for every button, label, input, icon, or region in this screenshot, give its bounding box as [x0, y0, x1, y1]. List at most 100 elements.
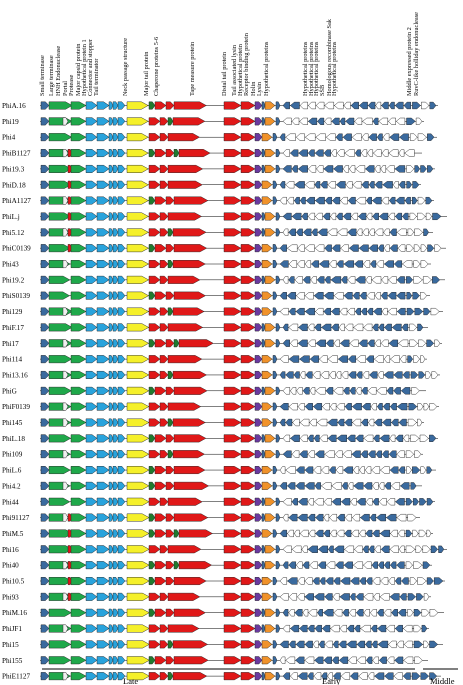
gene-label: Tape measure protein [189, 41, 196, 96]
gene-arrow [395, 434, 404, 442]
gene-arrow [264, 212, 276, 221]
gene-arrow [367, 101, 376, 110]
gene-arrow [40, 323, 50, 332]
phage-name: Phi43 [2, 261, 19, 269]
gene-arrow [378, 561, 384, 569]
gene-arrow [40, 529, 50, 538]
gene-arrow [413, 260, 421, 268]
gene-arrow [223, 513, 242, 522]
gene-arrow [40, 307, 50, 316]
gene-arrow [291, 498, 298, 506]
gene-arrow [117, 497, 126, 506]
gene-arrow [261, 291, 273, 300]
gene-arrow [261, 513, 266, 522]
gene-arrow [112, 529, 119, 538]
gene-arrow [421, 609, 430, 617]
gene-arrow [223, 275, 242, 284]
gene-arrow [405, 450, 415, 458]
gene-arrow [372, 482, 379, 490]
gene-arrow [62, 513, 69, 522]
gene-arrow [96, 275, 110, 284]
gene-arrow [40, 513, 50, 522]
gene-arrow [96, 196, 110, 205]
gene-arrow [272, 370, 278, 379]
gene-arrow [380, 545, 390, 553]
gene-arrow [288, 609, 295, 617]
gene-arrow [367, 672, 375, 680]
gene-arrow [409, 323, 418, 332]
gene-arrow [331, 498, 341, 506]
gene-arrow [108, 149, 114, 158]
gene-arrow [85, 402, 98, 411]
gene-arrow [396, 513, 407, 522]
gene-arrow [154, 339, 167, 348]
gene-arrow [254, 164, 263, 173]
gene-arrow [85, 180, 98, 189]
gene-arrow [368, 244, 378, 252]
gene-arrow [254, 196, 263, 205]
gene-label: SSB [319, 85, 326, 96]
gene-arrow [353, 482, 364, 490]
gene-arrow [370, 403, 377, 411]
gene-arrow [48, 275, 71, 284]
gene-arrow [295, 307, 305, 316]
gene-arrow [386, 498, 396, 506]
gene-arrow [70, 260, 87, 269]
gene-arrow [384, 561, 391, 569]
gene-arrow [324, 450, 335, 458]
phage-name: PhiL.j [2, 213, 20, 221]
gene-arrow [425, 196, 433, 205]
gene-arrow [285, 133, 296, 141]
gene-arrow [316, 276, 325, 284]
gene-arrow [407, 228, 414, 236]
gene-arrow [178, 561, 213, 570]
gene-label: Hypothetical proteins [308, 41, 315, 96]
genome-row: PhiA1127 [2, 196, 434, 205]
gene-arrow [126, 275, 150, 284]
gene-arrow [297, 672, 308, 680]
gene-arrow [167, 164, 204, 173]
gene-arrow [415, 117, 423, 125]
gene-arrow [352, 418, 362, 427]
gene-arrow [358, 244, 369, 252]
gene-arrow [391, 323, 402, 332]
gene-arrow [323, 529, 331, 538]
gene-arrow [406, 181, 413, 189]
gene-arrow [335, 561, 344, 569]
gene-arrow [240, 592, 256, 601]
gene-arrow [108, 672, 114, 681]
gene-arrow [398, 181, 406, 189]
gene-arrow [350, 577, 360, 585]
gene-arrow [148, 513, 156, 522]
gene-arrow [371, 561, 379, 569]
phage-name: Phi15 [2, 641, 19, 649]
gene-arrow [48, 101, 73, 110]
phage-name: PhiL.6 [2, 467, 22, 475]
gene-arrow [293, 371, 300, 379]
gene-arrow [333, 292, 344, 300]
gene-arrow [406, 307, 415, 316]
gene-arrow [401, 323, 409, 332]
gene-label: Protease [68, 74, 75, 96]
gene-arrow [108, 513, 114, 522]
gene-arrow [275, 608, 281, 617]
gene-arrow [282, 672, 291, 680]
gene-arrow [165, 466, 175, 475]
gene-arrow [376, 260, 384, 268]
gene-arrow [334, 450, 343, 458]
gene-arrow [223, 497, 242, 506]
gene-arrow [279, 640, 289, 649]
gene-arrow [332, 672, 341, 680]
gene-arrow [70, 291, 87, 300]
gene-arrow [261, 101, 266, 110]
gene-arrow [48, 640, 72, 649]
gene-arrow [167, 497, 203, 506]
gene-arrow [333, 387, 344, 395]
gene-arrow [117, 608, 126, 617]
gene-arrow [291, 450, 300, 458]
gene-arrow [167, 640, 174, 649]
gene-arrow [349, 593, 356, 601]
gene-arrow [223, 101, 242, 110]
gene-arrow [148, 577, 156, 586]
gene-arrow [85, 307, 98, 316]
